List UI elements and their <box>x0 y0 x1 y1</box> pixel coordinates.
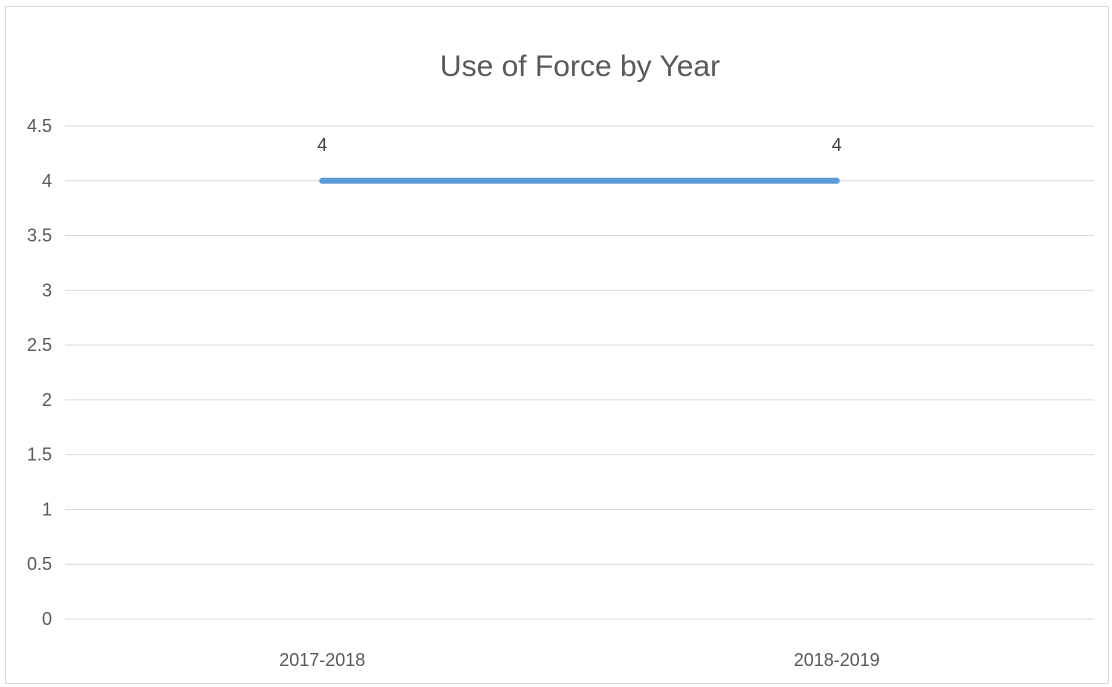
data-label: 4 <box>832 135 842 155</box>
y-tick-label: 0.5 <box>27 554 52 574</box>
y-tick-label: 0 <box>42 609 52 629</box>
gridlines <box>65 125 1094 620</box>
chart-title: Use of Force by Year <box>440 50 720 83</box>
y-tick-label: 4 <box>42 171 52 191</box>
data-label: 4 <box>317 135 327 155</box>
x-tick-label: 2017-2018 <box>279 650 365 670</box>
y-tick-label: 3.5 <box>27 226 52 246</box>
x-tick-label: 2018-2019 <box>794 650 880 670</box>
y-tick-label: 1.5 <box>27 445 52 465</box>
y-tick-label: 1 <box>42 499 52 519</box>
y-tick-label: 2.5 <box>27 335 52 355</box>
y-tick-label: 3 <box>42 280 52 300</box>
x-axis-tick-labels: 2017-2018 2018-2019 <box>279 650 880 670</box>
y-axis-tick-labels: 0 0.5 1 1.5 2 2.5 3 3.5 4 4.5 <box>27 116 52 629</box>
y-tick-label: 4.5 <box>27 116 52 136</box>
y-tick-label: 2 <box>42 390 52 410</box>
